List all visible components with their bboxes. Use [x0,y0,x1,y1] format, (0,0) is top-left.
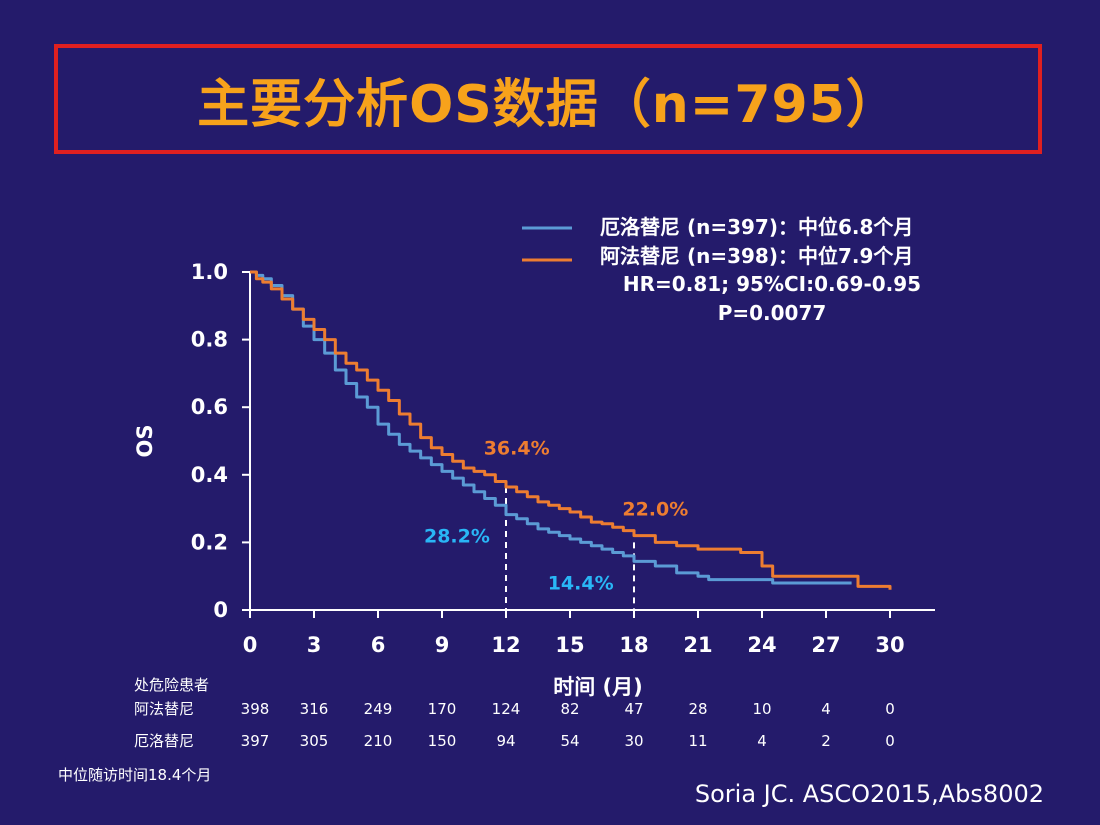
risk-cell: 305 [300,732,329,750]
x-axis-title: 时间 (月) [553,675,643,699]
follow-up-footnote: 中位随访时间18.4个月 [58,766,212,784]
y-tick-label: 0.8 [191,328,228,352]
y-tick-label: 0.4 [191,463,228,487]
risk-cell: 150 [428,732,457,750]
legend-label-erlotinib: 厄洛替尼 (n=397)：中位6.8个月 [600,215,913,239]
citation: Soria JC. ASCO2015,Abs8002 [694,780,1044,808]
risk-cell: 210 [364,732,393,750]
risk-cell: 170 [428,700,457,718]
x-tick-label: 6 [371,633,386,657]
risk-cell: 4 [821,700,831,718]
risk-cell: 28 [688,700,707,718]
risk-cell: 47 [624,700,643,718]
risk-table-header: 处危险患者 [134,676,209,694]
risk-cell: 398 [241,700,270,718]
legend-label-afatinib: 阿法替尼 (n=398)：中位7.9个月 [600,244,913,268]
risk-cell: 82 [560,700,579,718]
chart-annotations: 36.4% 28.2% 22.0% 14.4% [424,438,688,595]
y-tick-label: 0.2 [191,530,228,554]
risk-cell: 397 [241,732,270,750]
x-tick-label: 30 [875,633,904,657]
risk-cell: 4 [757,732,767,750]
landmark-label: 28.2% [424,525,490,547]
chart-lines [250,270,892,610]
x-tick-label: 3 [307,633,322,657]
x-tick-label: 21 [683,633,712,657]
risk-cell: 0 [885,732,895,750]
series-line-afatinib [250,270,892,590]
risk-cell: 94 [496,732,515,750]
x-tick-label: 15 [555,633,584,657]
x-tick-label: 12 [491,633,520,657]
risk-cell: 124 [492,700,521,718]
risk-cell: 30 [624,732,643,750]
landmark-label: 22.0% [622,498,688,520]
title-box: 主要分析OS数据（n=795） [54,44,1042,154]
y-tick-label: 0.6 [191,395,228,419]
risk-cell: 249 [364,700,393,718]
chart-axes: 0 3 6 9 12 15 18 21 24 27 30 0 0.2 0.4 0.6 0.8 1.0 OS 时间 (… [133,260,935,699]
y-tick-label: 1.0 [191,260,228,284]
x-tick-label: 9 [435,633,450,657]
risk-cell: 10 [752,700,771,718]
x-tick-label: 24 [747,633,776,657]
risk-cell: 0 [885,700,895,718]
y-tick-label: 0 [213,598,228,622]
risk-row-label: 厄洛替尼 [134,732,194,750]
page-title: 主要分析OS数据（n=795） [197,74,899,135]
p-value-text: P=0.0077 [718,301,827,325]
x-tick-label: 27 [811,633,840,657]
hazard-ratio-text: HR=0.81; 95%CI:0.69-0.95 [623,272,921,296]
chart-legend: 厄洛替尼 (n=397)：中位6.8个月 阿法替尼 (n=398)：中位7.9个… [522,215,921,325]
y-axis-title: OS [133,425,157,458]
landmark-label: 14.4% [548,573,614,595]
landmark-label: 36.4% [484,438,550,460]
x-tick-label: 18 [619,633,648,657]
risk-cell: 11 [688,732,707,750]
risk-cell: 2 [821,732,831,750]
x-tick-label: 0 [243,633,258,657]
risk-row-label: 阿法替尼 [134,700,194,718]
risk-cell: 54 [560,732,579,750]
risk-cell: 316 [300,700,329,718]
series-line-erlotinib [250,270,852,585]
